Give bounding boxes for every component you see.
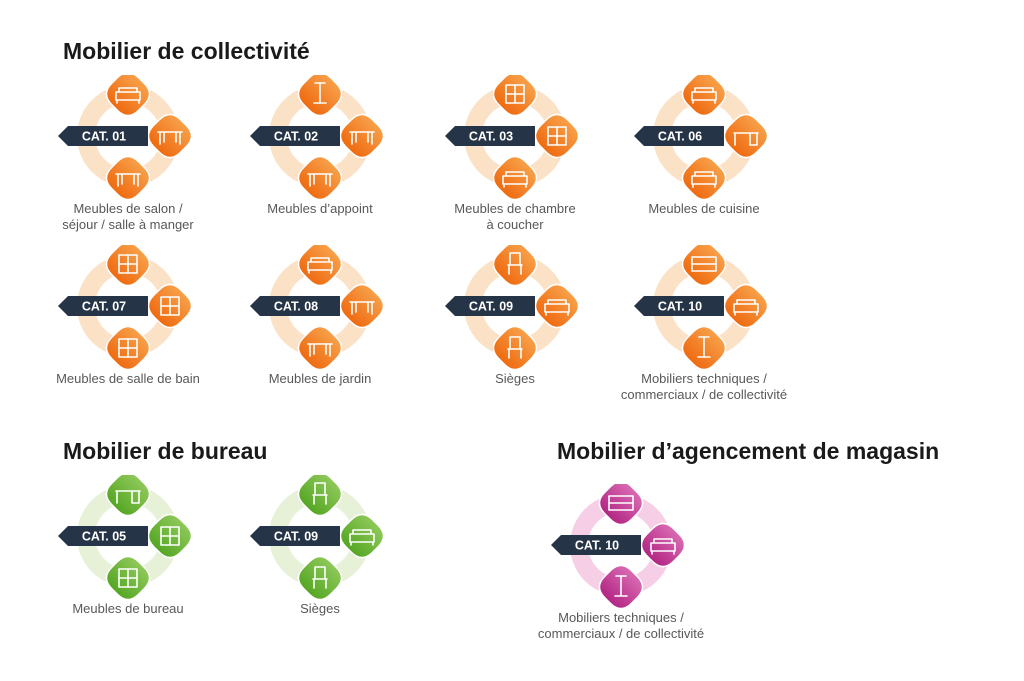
category-label: CAT. 09	[250, 526, 340, 546]
category-wheel: CAT. 10	[551, 484, 690, 608]
coat-stand-icon[interactable]	[293, 75, 347, 121]
caption-line: Meubles de jardin	[268, 371, 372, 386]
caption-line: Sièges	[495, 371, 535, 386]
category-label: CAT. 03	[445, 126, 535, 146]
category-code: CAT. 10	[658, 300, 702, 314]
caption-line: Meubles de bureau	[72, 601, 184, 616]
coffee-table-icon[interactable]	[293, 151, 347, 199]
category-label: CAT. 09	[445, 296, 535, 316]
category-wheel: CAT. 09	[445, 245, 584, 369]
counter-desk-icon[interactable]	[719, 279, 773, 333]
caption-line: Mobiliers techniques /	[558, 610, 684, 625]
category-code: CAT. 09	[469, 300, 513, 314]
category-code: CAT. 02	[274, 130, 318, 144]
office-chair-icon[interactable]	[488, 321, 542, 369]
display-stand-icon[interactable]	[677, 321, 731, 369]
category-code: CAT. 09	[274, 530, 318, 544]
section-title-magasin: Mobilier d’agencement de magasin	[557, 438, 940, 464]
category-code: CAT. 07	[82, 300, 126, 314]
caption-line: Sièges	[300, 601, 340, 616]
category-code: CAT. 10	[575, 539, 619, 553]
category-caption: Meubles de bureau	[28, 601, 228, 617]
chair-icon[interactable]	[293, 475, 347, 521]
category-code: CAT. 08	[274, 300, 318, 314]
chair-icon[interactable]	[488, 245, 542, 291]
wardrobe-icon[interactable]	[101, 551, 155, 599]
category-caption: Meubles de chambre à coucher	[415, 201, 615, 233]
side-table-icon[interactable]	[335, 109, 389, 163]
counter-desk-icon[interactable]	[636, 518, 690, 572]
category-label: CAT. 01	[58, 126, 148, 146]
category-wheel: CAT. 09	[250, 475, 389, 599]
sofa-icon[interactable]	[335, 509, 389, 563]
category-caption: Meubles de salon / séjour / salle à mange…	[28, 201, 228, 233]
category-caption: Meubles de salle de bain	[28, 371, 228, 387]
category-label: CAT. 10	[551, 535, 641, 555]
cabinet-icon[interactable]	[143, 509, 197, 563]
category-label: CAT. 05	[58, 526, 148, 546]
desk-icon[interactable]	[101, 475, 155, 521]
vanity-icon[interactable]	[101, 321, 155, 369]
category-label: CAT. 10	[634, 296, 724, 316]
category-code: CAT. 01	[82, 130, 126, 144]
category-code: CAT. 03	[469, 130, 513, 144]
dining-table-icon[interactable]	[143, 109, 197, 163]
category-label: CAT. 02	[250, 126, 340, 146]
wardrobe-icon[interactable]	[530, 109, 584, 163]
category-caption: Mobiliers techniques / commerciaux / de c…	[521, 610, 721, 642]
category-caption: Meubles de jardin	[220, 371, 420, 387]
garden-bench-icon[interactable]	[293, 245, 347, 291]
sofa-icon[interactable]	[530, 279, 584, 333]
caption-line: Meubles de cuisine	[648, 201, 760, 216]
category-wheel: CAT. 06	[634, 75, 773, 199]
caption-line: Meubles de salle de bain	[56, 371, 200, 386]
caption-line: Meubles d’appoint	[267, 201, 373, 216]
drawer-unit-icon[interactable]	[143, 279, 197, 333]
display-stand-icon[interactable]	[594, 560, 648, 608]
kitchen-unit-icon[interactable]	[677, 75, 731, 121]
category-label: CAT. 08	[250, 296, 340, 316]
category-caption: Mobiliers techniques / commerciaux / de c…	[604, 371, 804, 403]
sofa-icon[interactable]	[101, 75, 155, 121]
category-wheel: CAT. 05	[58, 475, 197, 599]
shelf-icon[interactable]	[677, 245, 731, 291]
category-caption: Sièges	[415, 371, 615, 387]
dresser-icon[interactable]	[488, 75, 542, 121]
column-cabinet-icon[interactable]	[101, 245, 155, 291]
caption-line: à coucher	[486, 217, 544, 232]
caption-line: Mobiliers techniques /	[641, 371, 767, 386]
category-caption: Meubles d’appoint	[220, 201, 420, 217]
bench-icon[interactable]	[488, 151, 542, 199]
picnic-table-icon[interactable]	[293, 321, 347, 369]
caption-line: commerciaux / de collectivité	[620, 387, 788, 402]
caption-line: Meubles de chambre	[454, 201, 576, 216]
category-wheel: CAT. 07	[58, 245, 197, 369]
category-code: CAT. 06	[658, 130, 702, 144]
caption-line: séjour / salle à manger	[62, 217, 194, 232]
section-title-collectivite: Mobilier de collectivité	[63, 38, 310, 64]
office-chair-icon[interactable]	[293, 551, 347, 599]
section-title-bureau: Mobilier de bureau	[63, 438, 268, 464]
category-label: CAT. 07	[58, 296, 148, 316]
table-icon[interactable]	[101, 151, 155, 199]
category-wheel: CAT. 03	[445, 75, 584, 199]
caption-line: Meubles de salon /	[73, 201, 183, 216]
counter-icon[interactable]	[677, 151, 731, 199]
caption-line: commerciaux / de collectivité	[537, 626, 705, 641]
category-caption: Meubles de cuisine	[604, 201, 804, 217]
kitchen-island-icon[interactable]	[719, 109, 773, 163]
category-code: CAT. 05	[82, 530, 126, 544]
category-wheel: CAT. 01	[58, 75, 197, 199]
category-label: CAT. 06	[634, 126, 724, 146]
shelf-icon[interactable]	[594, 484, 648, 530]
bistro-table-icon[interactable]	[335, 279, 389, 333]
category-wheel: CAT. 10	[634, 245, 773, 369]
category-wheel: CAT. 08	[250, 245, 389, 369]
category-wheel: CAT. 02	[250, 75, 389, 199]
category-caption: Sièges	[220, 601, 420, 617]
